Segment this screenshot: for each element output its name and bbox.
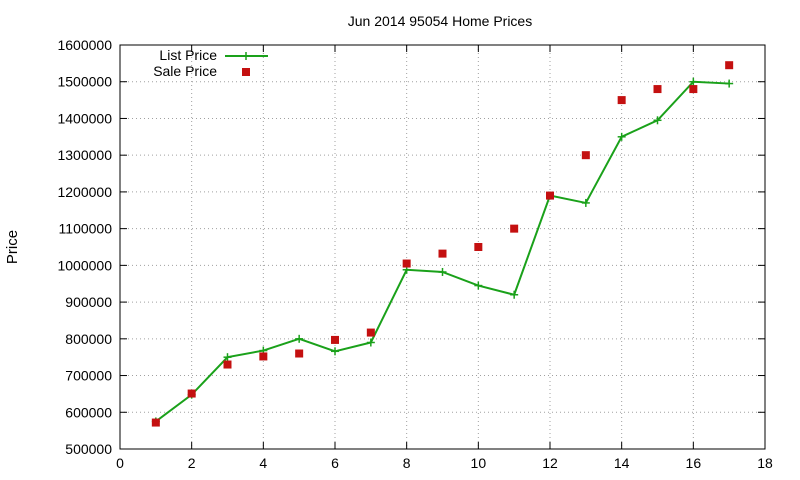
data-point-sale-price (438, 249, 447, 258)
data-point-sale-price (187, 389, 196, 398)
x-tick-label: 6 (331, 455, 339, 471)
y-tick-label: 500000 (65, 441, 112, 457)
x-tick-label: 16 (686, 455, 702, 471)
x-tick-label: 4 (259, 455, 267, 471)
legend-marker-list-price (242, 52, 250, 60)
x-tick-label: 14 (614, 455, 630, 471)
y-tick-label: 1400000 (57, 110, 112, 126)
data-point-sale-price (223, 360, 232, 369)
data-point-list-price (438, 267, 447, 276)
data-point-list-price (223, 353, 232, 362)
y-tick-label: 1000000 (57, 257, 112, 273)
axis-ticks: 0 2 4 6 8 10 12 14 16 18 500000 600000 700000 800000 9… (57, 37, 773, 471)
data-point-list-price (725, 79, 734, 88)
x-tick-label: 0 (116, 455, 124, 471)
data-point-sale-price (295, 349, 304, 358)
y-tick-label: 1600000 (57, 37, 112, 53)
x-tick-label: 10 (471, 455, 487, 471)
grid (120, 45, 765, 449)
data-point-sale-price (402, 259, 411, 268)
y-tick-label: 600000 (65, 404, 112, 420)
data-point-sale-price (366, 328, 375, 337)
chart-title: Jun 2014 95054 Home Prices (348, 13, 532, 29)
data-point-sale-price (617, 96, 626, 105)
data-point-list-price (295, 334, 304, 343)
data-point-sale-price (546, 191, 554, 200)
data-point-sale-price (331, 335, 339, 344)
plot-frame (119, 44, 766, 450)
data-point-list-price (510, 290, 519, 299)
data-point-list-price (331, 347, 339, 356)
legend: List Price Sale Price (153, 47, 268, 79)
y-tick-label: 800000 (65, 331, 112, 347)
y-tick-label: 1200000 (57, 184, 112, 200)
y-tick-label: 1300000 (57, 147, 112, 163)
data-point-list-price (689, 77, 698, 86)
data-point-sale-price (510, 224, 519, 233)
data-point-sale-price (474, 243, 483, 251)
plot-series (151, 61, 734, 427)
data-point-sale-price (725, 61, 734, 70)
x-tick-label: 8 (403, 455, 411, 471)
y-tick-label: 700000 (65, 368, 112, 384)
x-tick-label: 2 (188, 455, 196, 471)
data-point-list-price (617, 132, 626, 141)
y-axis-label: Price (4, 230, 21, 264)
legend-marker-sale-price (242, 68, 250, 76)
data-point-list-price (581, 198, 590, 207)
x-tick-label: 12 (542, 455, 558, 471)
legend-label-list-price: List Price (159, 47, 217, 63)
legend-sample-sale-price (242, 68, 250, 76)
data-point-sale-price (151, 418, 160, 427)
data-point-sale-price (581, 151, 590, 160)
legend-sample-list-price (225, 52, 268, 60)
data-point-list-price (474, 281, 483, 290)
data-point-list-price (366, 338, 375, 347)
legend-label-sale-price: Sale Price (153, 63, 217, 79)
y-tick-label: 900000 (65, 294, 112, 310)
y-tick-label: 1500000 (57, 74, 112, 90)
x-tick-label: 18 (757, 455, 773, 471)
data-point-sale-price (689, 85, 698, 94)
data-point-sale-price (653, 85, 662, 94)
data-point-list-price (653, 116, 662, 125)
y-tick-label: 1100000 (59, 221, 113, 237)
data-point-sale-price (259, 352, 268, 361)
